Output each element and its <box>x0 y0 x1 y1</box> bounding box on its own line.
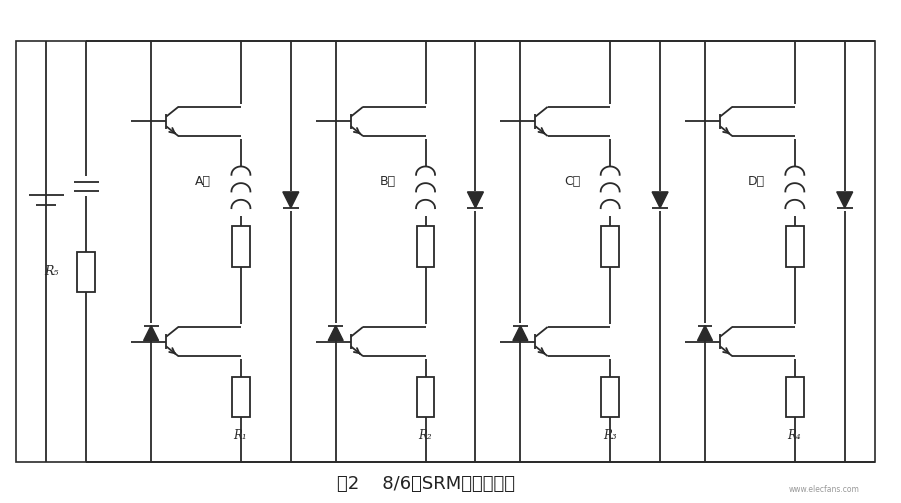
Bar <box>602 377 619 416</box>
Polygon shape <box>468 192 484 208</box>
Polygon shape <box>652 192 668 208</box>
Polygon shape <box>697 325 713 341</box>
Bar <box>602 226 619 267</box>
Polygon shape <box>513 325 528 341</box>
Text: R₄: R₄ <box>787 429 801 442</box>
Bar <box>232 377 250 416</box>
Bar <box>232 226 250 267</box>
Text: D相: D相 <box>748 175 765 188</box>
Bar <box>786 226 804 267</box>
Text: C相: C相 <box>564 175 580 188</box>
Polygon shape <box>283 192 299 208</box>
Text: A相: A相 <box>195 175 211 188</box>
Bar <box>786 377 804 416</box>
Polygon shape <box>328 325 343 341</box>
Text: R₃: R₃ <box>603 429 616 442</box>
Text: R₂: R₂ <box>418 429 432 442</box>
Text: www.elecfans.com: www.elecfans.com <box>788 485 860 494</box>
Text: R₁: R₁ <box>233 429 247 442</box>
Bar <box>77 252 95 292</box>
Text: 图2    8/6极SRM电路结构图: 图2 8/6极SRM电路结构图 <box>337 475 514 493</box>
Polygon shape <box>143 325 159 341</box>
Bar <box>417 226 434 267</box>
Text: R₅: R₅ <box>44 265 59 278</box>
Bar <box>16 41 875 462</box>
Bar <box>417 377 434 416</box>
Text: B相: B相 <box>379 175 396 188</box>
Polygon shape <box>837 192 852 208</box>
